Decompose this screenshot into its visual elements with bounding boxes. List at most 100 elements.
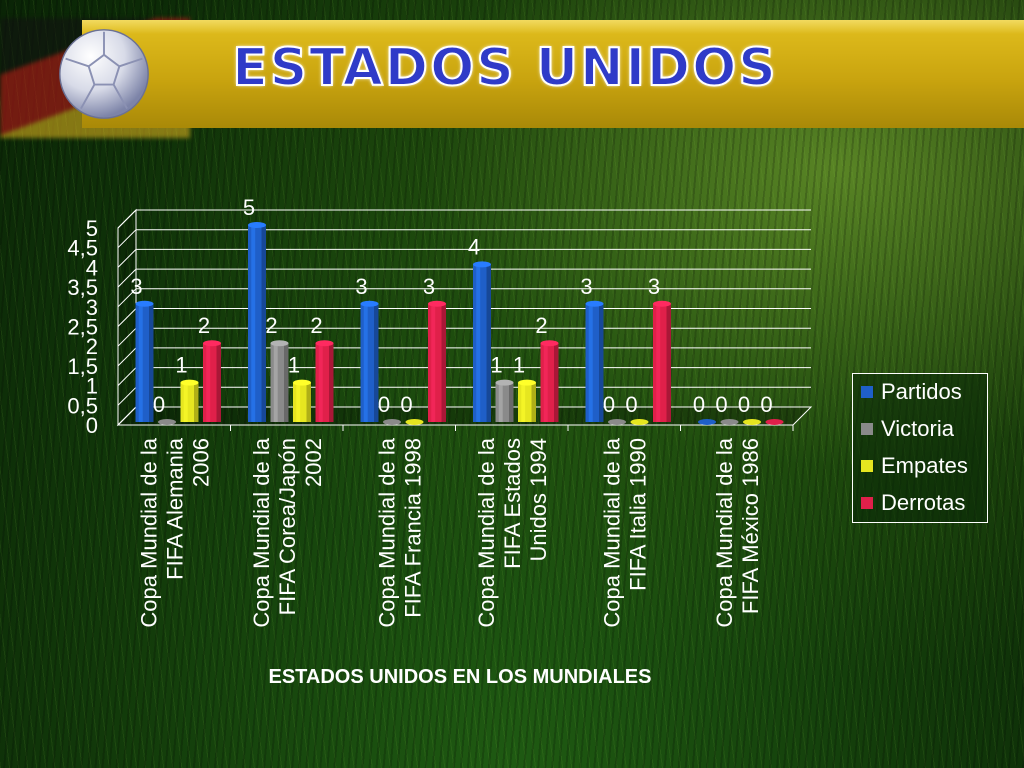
bar-highlight <box>476 264 481 422</box>
category-label: FIFA Estados <box>500 438 525 569</box>
bar-shade <box>149 303 154 422</box>
bar-top <box>248 222 266 228</box>
data-label: 1 <box>175 353 187 378</box>
data-label: 4 <box>468 234 480 259</box>
bar-shade <box>509 382 514 422</box>
data-label: 0 <box>153 392 165 417</box>
data-label: 3 <box>580 274 592 299</box>
gridline-side <box>117 268 137 288</box>
y-tick-label: 0,5 <box>67 393 98 418</box>
bar-top <box>293 379 311 386</box>
data-label: 0 <box>603 392 615 417</box>
bar-shade <box>261 225 266 422</box>
legend-label: Empates <box>881 453 968 478</box>
data-label: 2 <box>198 313 210 338</box>
category-label: 2002 <box>301 438 326 487</box>
bar-shade <box>554 343 559 422</box>
y-tick-label: 4 <box>86 255 98 280</box>
bar-flat <box>158 419 176 425</box>
bar-flat <box>608 419 626 425</box>
y-tick-label: 3,5 <box>67 275 98 300</box>
bar-shade <box>374 303 379 422</box>
bar-shade <box>531 382 536 422</box>
data-label: 2 <box>535 313 547 338</box>
data-label: 0 <box>378 392 390 417</box>
data-label: 1 <box>490 353 502 378</box>
bar-shade <box>486 264 491 422</box>
bar-shade <box>441 303 446 422</box>
data-label: 1 <box>513 353 525 378</box>
y-tick-label: 0 <box>86 413 98 438</box>
category-label: FIFA México 1986 <box>738 438 763 614</box>
category-label: Copa Mundial de la <box>374 437 399 627</box>
bar-highlight <box>498 382 503 422</box>
bar-shade <box>216 343 221 422</box>
slide-title: ESTADOS UNIDOS <box>231 37 778 99</box>
y-tick-label: 2 <box>86 334 98 359</box>
bar-shade <box>306 382 311 422</box>
bar-flat <box>405 419 424 425</box>
y-tick-label: 2,5 <box>67 315 98 340</box>
bar-highlight <box>363 303 368 422</box>
data-label: 2 <box>265 313 277 338</box>
gridline-side <box>117 249 137 268</box>
bar-top <box>653 300 671 307</box>
bar-flat <box>743 419 761 425</box>
gridline-side <box>117 367 137 386</box>
bar-highlight <box>138 303 143 422</box>
bar-top <box>540 340 559 347</box>
category-label: Copa Mundial de la <box>136 437 161 627</box>
bar-top <box>428 300 446 307</box>
category-label: Unidos 1994 <box>526 438 551 562</box>
category-label: Copa Mundial de la <box>249 437 274 627</box>
legend-label: Derrotas <box>881 490 966 515</box>
legend-label: Victoria <box>881 416 954 441</box>
x-axis-title: ESTADOS UNIDOS EN LOS MUNDIALES <box>268 666 652 688</box>
legend-item: Victoria <box>861 416 954 441</box>
bar-flat <box>720 419 739 425</box>
category-label: Copa Mundial de la <box>599 437 624 627</box>
data-label: 0 <box>400 392 412 417</box>
category-label: FIFA Corea/Japón <box>275 438 300 615</box>
bar-highlight <box>296 382 301 422</box>
gridline-side <box>117 347 137 367</box>
y-tick-label: 1,5 <box>67 354 98 379</box>
bar-top <box>518 379 536 386</box>
legend-item: Partidos <box>861 379 962 404</box>
bar-highlight <box>543 343 548 422</box>
legend-label: Partidos <box>881 379 962 404</box>
y-tick-label: 3 <box>86 295 98 320</box>
title-banner <box>82 20 1024 128</box>
bar-flat <box>630 419 649 425</box>
bar-shade <box>194 382 199 422</box>
data-label: 2 <box>310 313 322 338</box>
bar-top <box>360 300 379 307</box>
gridline-side <box>117 209 137 229</box>
data-label: 1 <box>288 353 300 378</box>
bar-highlight <box>183 382 188 422</box>
y-tick-label: 1 <box>86 374 98 399</box>
data-label: 0 <box>738 392 750 417</box>
bar-top <box>270 340 289 347</box>
gridline-side <box>117 386 137 406</box>
gridline-side <box>117 406 137 426</box>
y-tick-label: 4,5 <box>67 236 98 261</box>
gridline-side <box>117 229 137 249</box>
bar-shade <box>329 343 334 422</box>
legend-swatch <box>861 386 873 398</box>
bar-highlight <box>273 343 278 422</box>
data-label: 0 <box>625 392 637 417</box>
y-tick-label: 5 <box>86 216 98 241</box>
bar-highlight <box>206 343 211 422</box>
bar-top <box>585 300 604 307</box>
bar-highlight <box>588 303 593 422</box>
data-label: 3 <box>648 274 660 299</box>
gridline-side <box>117 327 137 347</box>
bar-top <box>180 379 199 386</box>
data-label: 5 <box>243 195 255 220</box>
bar-flat <box>383 419 401 425</box>
soccer-ball-icon <box>59 29 149 119</box>
bar-highlight <box>656 303 661 422</box>
category-label: Copa Mundial de la <box>474 437 499 627</box>
